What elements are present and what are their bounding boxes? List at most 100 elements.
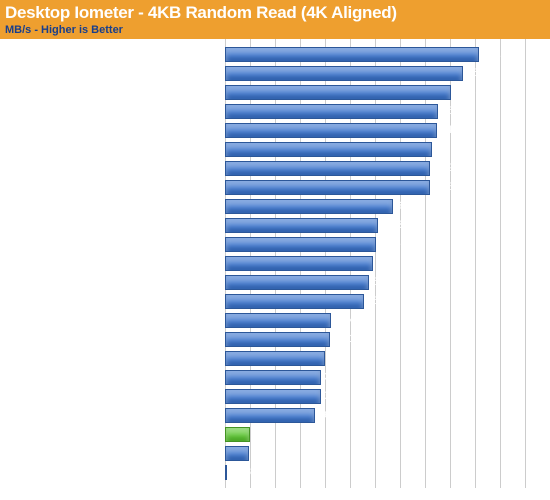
bar-row: Intel SSD 330 180GB (6Gbps)57.7 [0, 273, 550, 291]
bar-wrap: 0.68 [225, 465, 227, 480]
bar-chart: Desktop Iometer - 4KB Random Read (4K Al… [0, 0, 550, 488]
bar-row: Corsair Neutron GTX 256GB (6Gbps)81.8 [0, 178, 550, 196]
bar-label: OCZ Agility 3 240GB (6Gbps) [0, 371, 225, 383]
bar-wrap: 9.4 [225, 446, 249, 461]
bar-row: Crucial v4 256GB10.1 [0, 425, 550, 443]
bar [225, 408, 315, 423]
bar-row: Plextor M5S 256GB (6Gbps)85.3 [0, 102, 550, 120]
bar-label: OCZ Vertex 4 256GB FW 1.4 (6Gbps) [0, 86, 225, 98]
bar [225, 218, 378, 233]
bar-value: 81.8 [433, 180, 454, 195]
bar [225, 256, 373, 271]
bar-wrap: 38.2 [225, 389, 321, 404]
bar-row: OCZ Agility 3 240GB36 [0, 406, 550, 424]
bar-value: 40.1 [328, 351, 349, 366]
bar-row: Samsung SSD 840 250GB (6Gbps)84.8 [0, 121, 550, 139]
bar-row: Kingston HyperX 3K 240GB (6Gbps)40.1 [0, 349, 550, 367]
bar-label: Crucial m4 256GB (6Gbps) [0, 257, 225, 269]
bar-wrap: 67.2 [225, 199, 393, 214]
bar-wrap: 95.1 [225, 66, 463, 81]
bar-wrap: 36 [225, 408, 315, 423]
bar-label: Corsair Force GS 240GB (6Gbps) [0, 390, 225, 402]
bar-label: Samsung SSD 830 256GB (6Gbps) [0, 200, 225, 212]
bar-value: 38.2 [324, 389, 345, 404]
bar-wrap: 57.7 [225, 275, 369, 290]
bar-label: Corsair Neutron GTX 256GB (6Gbps) [0, 181, 225, 193]
bar-wrap: 84.8 [225, 123, 437, 138]
bar-row: OCZ Vertex 3 240GB42.1 [0, 330, 550, 348]
bar-wrap: 40.1 [225, 351, 325, 366]
bar-wrap: 81.9 [225, 161, 430, 176]
bar-value: 61.3 [381, 218, 402, 233]
bar-label: Samsung SSD 470 256GB [0, 162, 225, 174]
bar-value: 82.9 [435, 142, 456, 157]
bar [225, 123, 437, 138]
bar-value: 38.5 [324, 370, 345, 385]
bar-value: 101.4 [482, 47, 510, 62]
bar-wrap: 81.8 [225, 180, 430, 195]
bar-value: 0.68 [230, 465, 251, 480]
bar-label: Corsair Neutron 256GB (6Gbps) [0, 143, 225, 155]
bar [225, 180, 430, 195]
bar-label: Samsung SSD 840 Pro 256GB (6Gbps) [0, 48, 225, 60]
bar-value: 60.5 [379, 237, 400, 252]
bar-value: 10.1 [253, 427, 274, 442]
bar-row: Samsung SSD 840 Pro 256GB (6Gbps)101.4 [0, 45, 550, 63]
bar-label: Plextor M5 Pro 256GB (6Gbps) [0, 67, 225, 79]
bar-wrap: 85.3 [225, 104, 438, 119]
bar-wrap: 60.5 [225, 237, 376, 252]
bar-label: Crucial m4 256GB [0, 295, 225, 307]
bar [225, 389, 321, 404]
bar-value: 42.4 [334, 313, 355, 328]
bar-label: OCZ Vertex 3 240GB (6Gbps) [0, 314, 225, 326]
bar-wrap: 42.4 [225, 313, 331, 328]
bar-wrap: 55.5 [225, 294, 364, 309]
chart-title: Desktop Iometer - 4KB Random Read (4K Al… [5, 3, 545, 23]
bar-row: Corsair Force GS 240GB (6Gbps)38.2 [0, 387, 550, 405]
bar-value: 81.9 [433, 161, 454, 176]
bar-row: Crucial m4 256GB55.5 [0, 292, 550, 310]
bar-value: 90.4 [454, 85, 475, 100]
chart-subtitle: MB/s - Higher is Better [5, 24, 545, 36]
bar-wrap: 101.4 [225, 47, 479, 62]
bar [225, 142, 432, 157]
bar [225, 465, 227, 480]
bar [225, 47, 479, 62]
bar [225, 446, 249, 461]
bar-wrap: 38.5 [225, 370, 321, 385]
chart-plot-area: Samsung SSD 840 Pro 256GB (6Gbps)101.4Pl… [0, 39, 550, 488]
bar-value: 55.5 [367, 294, 388, 309]
bar-row: OCZ Vertex 4 256GB FW 1.4 (6Gbps)90.4 [0, 83, 550, 101]
bar [225, 427, 250, 442]
bar-wrap: 59 [225, 256, 373, 271]
bar [225, 237, 376, 252]
bar-value: 9.4 [252, 446, 267, 461]
bar-wrap: 82.9 [225, 142, 432, 157]
bar [225, 66, 463, 81]
bar-value: 57.7 [372, 275, 393, 290]
bar-value: 67.2 [396, 199, 417, 214]
bar [225, 294, 364, 309]
bar-row: OCZ Agility 4 256GB FW 1.5 (6Gbps) 61.3 [0, 216, 550, 234]
bar-value: 95.1 [466, 66, 487, 81]
bar-wrap: 42.1 [225, 332, 330, 347]
bar-value: 36 [318, 408, 330, 423]
bar-value: 84.8 [440, 123, 461, 138]
bar-wrap: 90.4 [225, 85, 451, 100]
bar [225, 104, 438, 119]
bar [225, 351, 325, 366]
bar-row: Intel SSD 320 160GB60.5 [0, 235, 550, 253]
bar-row: Kingston SSDNow V Series 30GB9.4 [0, 444, 550, 462]
bar-value: 85.3 [441, 104, 462, 119]
bar-label: Western Digital VelociRaptor 600GB [0, 466, 225, 478]
bar-row: Corsair Neutron 256GB (6Gbps)82.9 [0, 140, 550, 158]
bar-row: OCZ Agility 3 240GB (6Gbps)38.5 [0, 368, 550, 386]
bar [225, 85, 451, 100]
bar-row: Western Digital VelociRaptor 600GB0.68 [0, 463, 550, 481]
bar-row: Plextor M5 Pro 256GB (6Gbps)95.1 [0, 64, 550, 82]
chart-rows: Samsung SSD 840 Pro 256GB (6Gbps)101.4Pl… [0, 45, 550, 481]
bar [225, 332, 330, 347]
bar-label: OCZ Agility 4 256GB FW 1.5 (6Gbps) [0, 219, 225, 231]
bar [225, 199, 393, 214]
bar-row: Crucial m4 256GB (6Gbps)59 [0, 254, 550, 272]
